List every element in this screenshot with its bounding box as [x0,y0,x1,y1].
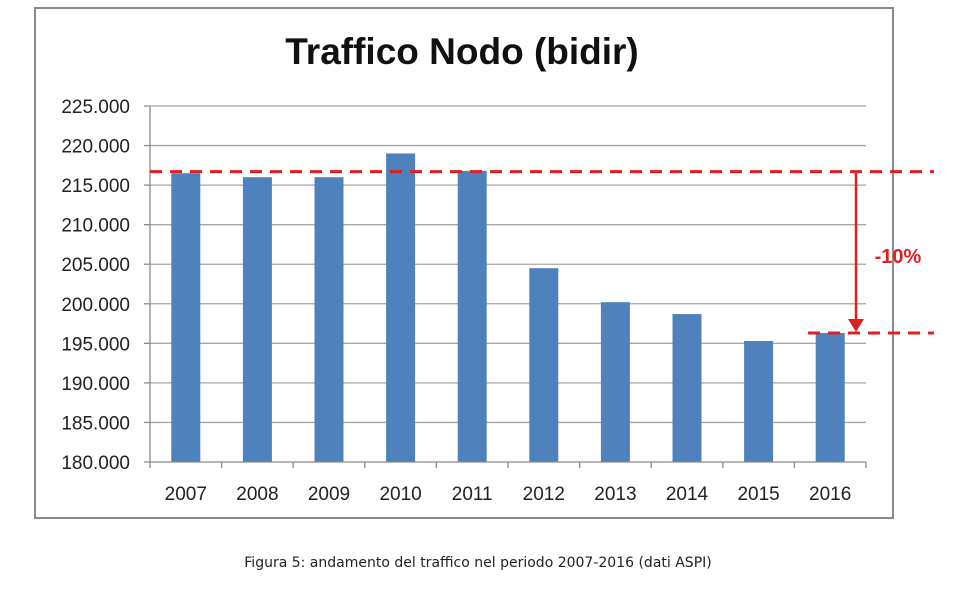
y-tick-label: 190.000 [61,374,130,395]
x-axis-tick-labels: 2007 2008 2009 2010 2011 2012 2013 2014 2015 2016 [165,484,852,505]
x-tick-label: 2013 [594,484,636,505]
x-tick-label: 2014 [666,484,709,505]
y-tick-label: 220.000 [61,137,130,158]
y-tick-label: 200.000 [61,295,130,316]
bar-2015 [744,340,774,462]
y-tick-label: 210.000 [61,216,130,237]
x-tick-label: 2016 [809,484,851,505]
x-tick-label: 2009 [308,484,350,505]
bar-chart: Traffico Nodo (bidir) 180.000 185.000 190.… [61,31,934,505]
bar-2008 [242,177,272,462]
y-tick-label: 195.000 [61,334,130,355]
y-tick-label: 225.000 [61,97,130,118]
axes [144,105,867,468]
y-tick-label: 205.000 [61,255,130,276]
y-tick-label: 185.000 [61,413,130,434]
bar-2013 [600,302,630,462]
difference-arrow-head [848,319,864,333]
x-tick-label: 2015 [737,484,779,505]
bar-2014 [672,314,702,462]
x-tick-label: 2007 [165,484,207,505]
x-tick-label: 2012 [523,484,565,505]
x-tick-label: 2010 [379,484,421,505]
y-axis-tick-labels: 180.000 185.000 190.000 195.000 200.000 205.0… [61,97,130,474]
y-tick-label: 180.000 [61,453,130,474]
bar-2010 [386,153,416,462]
bar-2012 [529,268,559,462]
bar-2011 [457,170,487,463]
x-tick-label: 2008 [236,484,278,505]
percent-change-label: -10% [875,246,922,268]
bars [171,153,845,463]
y-tick-label: 215.000 [61,176,130,197]
chart-title: Traffico Nodo (bidir) [285,31,639,72]
bar-2009 [314,177,344,462]
figure-caption: Figura 5: andamento del traffico nel per… [244,555,712,571]
bar-2016 [815,333,845,462]
bar-2007 [171,173,201,462]
reference-annotation: -10% [150,170,934,335]
x-tick-label: 2011 [452,484,493,505]
